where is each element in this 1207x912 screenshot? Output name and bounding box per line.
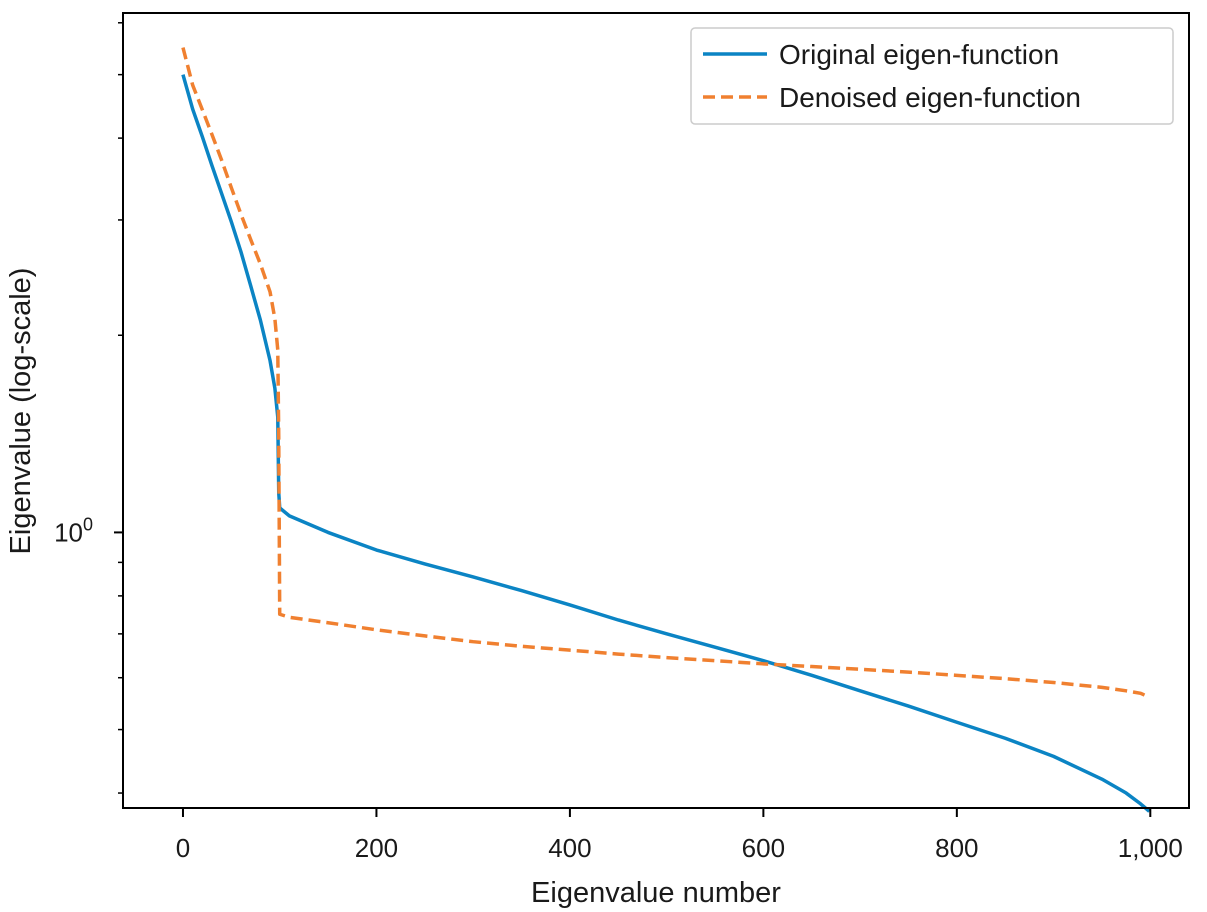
x-tick-label-3: 600 [742, 833, 785, 863]
series-line-1 [181, 47, 1151, 699]
legend-label-denoised: Denoised eigen-function [779, 82, 1081, 113]
legend-label-original: Original eigen-function [779, 39, 1059, 70]
legend-box [690, 27, 1174, 125]
y-axis-ticks: 100 [54, 22, 123, 794]
x-tick-label-4: 800 [935, 833, 978, 863]
x-tick-label-0: 0 [176, 833, 190, 863]
x-tick-label-5: 1,000 [1118, 833, 1183, 863]
x-axis-ticks: 0 200 400 600 800 1,000 [176, 808, 1183, 863]
y-axis-label: Eigenvalue (log-scale) [5, 268, 37, 555]
plot-lines [181, 47, 1151, 813]
legend: Original eigen-function Denoised eigen-f… [690, 27, 1174, 125]
series-line-0 [181, 74, 1151, 813]
plot-frame [122, 12, 1190, 809]
x-tick-label-2: 400 [548, 833, 591, 863]
x-tick-label-1: 200 [355, 833, 398, 863]
x-axis-label: Eigenvalue number [531, 877, 781, 909]
